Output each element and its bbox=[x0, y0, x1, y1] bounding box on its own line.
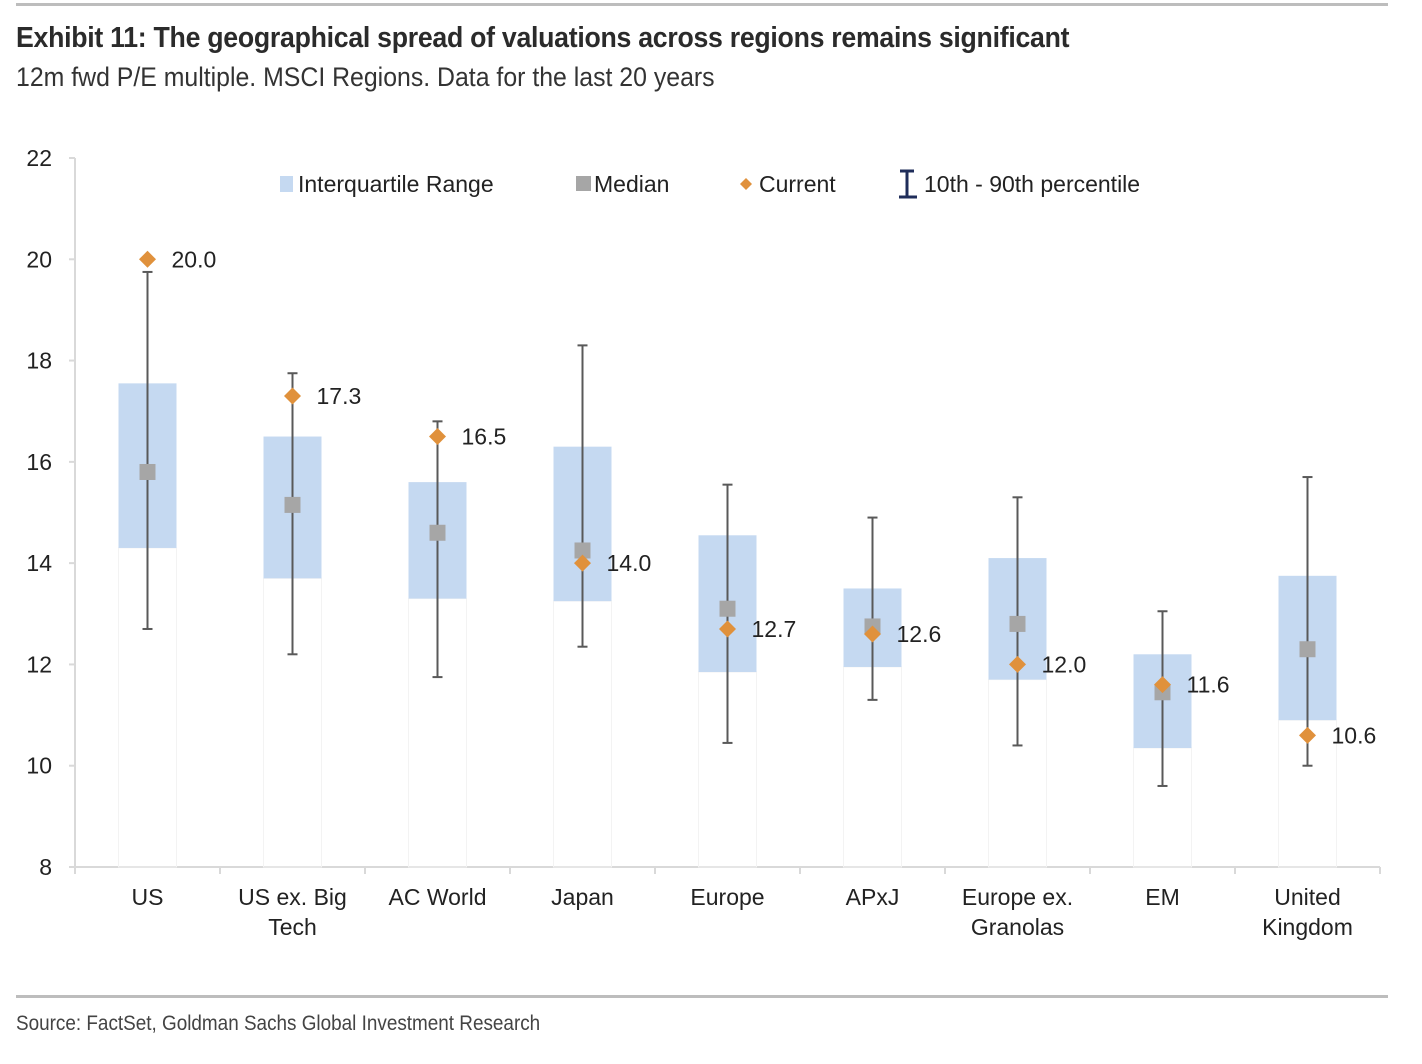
y-tick-label: 22 bbox=[26, 145, 52, 171]
current-marker-europe bbox=[719, 620, 736, 638]
x-tick-label-ac-world: AC World bbox=[389, 884, 487, 910]
current-value-label-apxj: 12.6 bbox=[897, 621, 942, 647]
y-tick-label: 16 bbox=[26, 449, 52, 475]
current-value-label-europe-ex-granolas: 12.0 bbox=[1042, 651, 1087, 677]
y-tick-label: 18 bbox=[26, 348, 52, 374]
y-tick-label: 20 bbox=[26, 246, 52, 272]
y-tick-label: 14 bbox=[26, 550, 52, 576]
x-tick-label-united-kingdom: United bbox=[1274, 884, 1340, 910]
current-marker-us bbox=[139, 250, 156, 268]
current-marker-apxj bbox=[864, 625, 881, 643]
y-tick-label: 8 bbox=[39, 854, 52, 880]
current-marker-ac-world bbox=[429, 428, 446, 446]
box-chart: 8 10 12 14 16 18 20 22 20.0 US 17.3 US ex. Big Tech 1… bbox=[26, 145, 1381, 940]
median-marker-japan bbox=[574, 542, 591, 559]
legend-median-label: Median bbox=[594, 171, 669, 197]
median-marker-ac-world bbox=[429, 524, 446, 541]
current-marker-united-kingdom bbox=[1299, 726, 1316, 744]
y-tick-label: 10 bbox=[26, 753, 52, 779]
current-value-label-europe: 12.7 bbox=[752, 616, 797, 642]
x-tick-label-japan: Japan bbox=[551, 884, 614, 910]
current-marker-japan bbox=[574, 554, 591, 572]
legend-percentile-swatch bbox=[899, 169, 917, 199]
legend-iqr-swatch bbox=[280, 176, 293, 192]
x-tick-label-apxj: APxJ bbox=[846, 884, 900, 910]
current-value-label-us: 20.0 bbox=[172, 246, 217, 272]
current-value-label-us-ex-big-tech: 17.3 bbox=[317, 383, 362, 409]
x-tick-label-europe: Europe bbox=[690, 884, 764, 910]
top-rule bbox=[16, 3, 1388, 6]
x-tick-label-us: US bbox=[132, 884, 164, 910]
legend-median-swatch bbox=[576, 176, 591, 191]
current-value-label-ac-world: 16.5 bbox=[462, 424, 507, 450]
x-tick-label-europe-ex-granolas: Europe ex. bbox=[962, 884, 1073, 910]
median-marker-europe-ex-granolas bbox=[1009, 615, 1026, 632]
x-tick-label-us-ex-big-tech: Tech bbox=[268, 914, 317, 940]
current-value-label-japan: 14.0 bbox=[607, 550, 652, 576]
current-marker-em bbox=[1154, 676, 1171, 694]
median-marker-us-ex-big-tech bbox=[284, 496, 301, 513]
legend-current-label: Current bbox=[759, 171, 836, 197]
chart-title: Exhibit 11: The geographical spread of v… bbox=[16, 22, 1070, 54]
x-tick-label-europe-ex-granolas: Granolas bbox=[971, 914, 1064, 940]
x-tick-label-us-ex-big-tech: US ex. Big bbox=[238, 884, 347, 910]
current-value-label-united-kingdom: 10.6 bbox=[1332, 722, 1377, 748]
current-value-label-em: 11.6 bbox=[1187, 672, 1230, 698]
source-note: Source: FactSet, Goldman Sachs Global In… bbox=[16, 1012, 541, 1035]
bottom-rule bbox=[16, 995, 1388, 998]
median-marker-europe bbox=[719, 600, 736, 617]
x-tick-label-em: EM bbox=[1145, 884, 1180, 910]
median-marker-united-kingdom bbox=[1299, 641, 1316, 658]
y-tick-label: 12 bbox=[26, 651, 52, 677]
legend-iqr-label: Interquartile Range bbox=[298, 171, 494, 197]
current-marker-us-ex-big-tech bbox=[284, 387, 301, 405]
median-marker-us bbox=[139, 463, 156, 480]
chart-subtitle: 12m fwd P/E multiple. MSCI Regions. Data… bbox=[16, 62, 715, 92]
x-tick-label-united-kingdom: Kingdom bbox=[1262, 914, 1353, 940]
legend-current-swatch bbox=[740, 178, 752, 190]
current-marker-europe-ex-granolas bbox=[1009, 655, 1026, 673]
legend-percentile-label: 10th - 90th percentile bbox=[924, 171, 1140, 197]
